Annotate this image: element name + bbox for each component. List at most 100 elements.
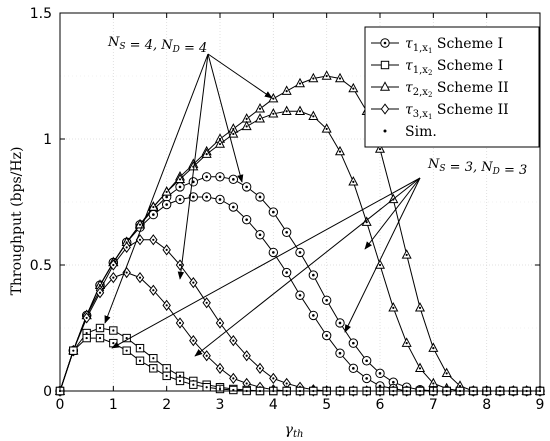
legend: τ1,x1 Scheme I τ1,x2 Scheme I τ2,x2 Scheme…	[364, 26, 540, 148]
x-tick-label: 5	[322, 397, 331, 413]
legend-label: τ3,x1 Scheme II	[405, 102, 509, 121]
sim-dot	[98, 291, 102, 294]
sim-dot	[72, 349, 75, 352]
sim-dot	[352, 367, 355, 370]
sim-dot	[245, 218, 248, 221]
sim-dot	[138, 223, 142, 226]
sim-dot	[365, 359, 368, 363]
sim-dot	[192, 339, 195, 342]
sim-dot	[165, 304, 168, 307]
x-tick-label: 3	[216, 397, 225, 413]
annotation-arrow	[111, 177, 421, 349]
sim-dot	[218, 175, 222, 179]
series-0	[55, 172, 545, 396]
annotation-arrow	[207, 53, 244, 183]
x-tick-label: 2	[162, 397, 171, 413]
sim-dot	[178, 379, 182, 383]
legend-entry: τ3,x1 Scheme II	[371, 102, 509, 121]
sim-dot	[338, 351, 342, 355]
series-point	[379, 81, 391, 91]
sim-dot	[285, 271, 288, 274]
sim-dot	[98, 336, 102, 340]
legend-label: τ1,x2 Scheme I	[405, 58, 503, 77]
sim-dot	[312, 273, 315, 277]
sim-dot	[232, 178, 235, 181]
sim-dot	[192, 195, 195, 199]
sim-dot	[258, 195, 262, 199]
sim-dot	[152, 213, 155, 216]
sim-dot	[365, 377, 368, 380]
legend-entry: τ1,x2 Scheme I	[371, 58, 503, 77]
x-tick-label: 6	[376, 397, 385, 413]
y-tick-label: 1	[43, 132, 52, 148]
tick-labels: 0 1 2 3 4 5 6 7 8 9 0 0.5 1 1.5	[30, 6, 545, 413]
annotations: NS = 4, ND = 4 NS = 3, ND = 3	[104, 35, 527, 357]
sim-dot	[418, 306, 422, 309]
x-axis-label: γth	[285, 422, 304, 440]
annotation-arrow	[177, 53, 209, 280]
sim-dot	[245, 185, 248, 189]
sim-dot	[218, 321, 222, 325]
y-tick-label: 0	[43, 384, 52, 400]
series-point	[380, 103, 390, 115]
y-axis-label: Throughput (bps/Hz)	[9, 147, 25, 296]
sim-dot	[325, 298, 328, 302]
sim-dot	[312, 77, 315, 80]
sim-dot	[245, 125, 248, 128]
annotation-arrow	[194, 177, 421, 357]
sim-dot	[378, 263, 382, 267]
series-point	[383, 129, 387, 133]
sim-dot	[178, 321, 182, 325]
annotation-arrow	[364, 177, 421, 250]
sim-dot	[285, 230, 288, 234]
plot-frame	[59, 12, 541, 392]
sim-dot	[258, 367, 262, 370]
y-tick-label: 1.5	[30, 6, 52, 22]
sim-dot	[205, 301, 208, 304]
sim-dot	[192, 383, 195, 386]
annotation-arrow	[104, 53, 209, 324]
sim-dot	[272, 210, 275, 214]
sim-dot	[245, 354, 248, 357]
sim-dot	[298, 293, 302, 297]
sim-dot	[192, 281, 195, 284]
sim-dot	[298, 82, 302, 85]
sim-dot	[165, 190, 168, 194]
sim-dot	[232, 205, 235, 209]
series-line	[59, 239, 540, 392]
sim-dot	[365, 221, 368, 224]
x-tick-label: 0	[56, 397, 65, 413]
sim-dot	[405, 253, 408, 257]
sim-dot	[205, 153, 208, 156]
sim-dot	[285, 110, 288, 113]
sim-dot	[218, 367, 222, 370]
sim-dot	[258, 233, 262, 237]
sim-dot	[205, 195, 208, 199]
sim-dot	[112, 342, 115, 345]
sim-dot	[152, 289, 155, 292]
sim-dot	[205, 175, 208, 179]
sim-dot	[245, 382, 248, 385]
sim-dot	[125, 336, 128, 340]
sim-dot	[178, 198, 182, 201]
sim-dot	[178, 178, 182, 181]
sim-dot	[383, 41, 387, 45]
sim-dot	[205, 354, 208, 357]
sim-dot	[85, 331, 88, 335]
sim-dot	[165, 248, 168, 251]
sim-dot	[258, 117, 262, 120]
sim-dot	[218, 142, 222, 146]
sim-dot	[178, 374, 182, 377]
sim-dot	[165, 203, 168, 206]
sim-dot	[298, 110, 302, 113]
sim-dot	[165, 195, 168, 199]
sim-dot	[192, 180, 195, 184]
sim-dot	[312, 115, 315, 118]
sim-dot	[432, 347, 435, 350]
sim-dot	[138, 238, 142, 241]
sim-dot	[125, 271, 128, 274]
sim-dot	[352, 341, 355, 345]
sim-dot	[312, 314, 315, 317]
legend-label: τ1,x1 Scheme I	[405, 36, 503, 55]
sim-dot	[138, 276, 142, 279]
